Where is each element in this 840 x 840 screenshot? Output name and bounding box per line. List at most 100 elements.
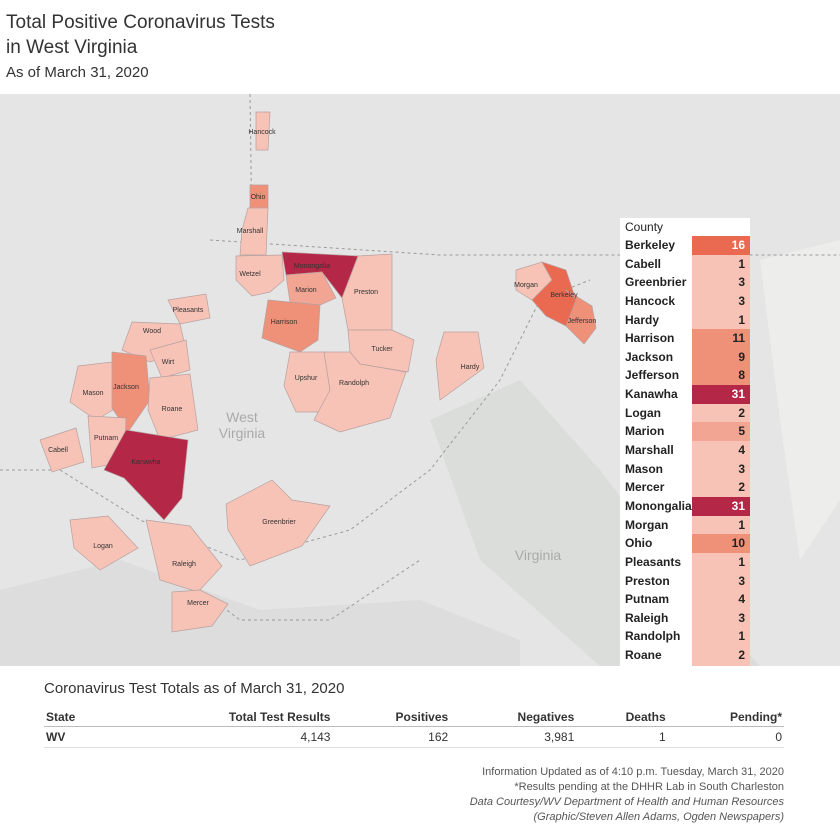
county-name: Tucker — [620, 665, 692, 666]
county-row: Jackson 9 — [620, 347, 750, 367]
county-name: Harrison — [625, 331, 675, 346]
county-berkeley[interactable] — [531, 261, 577, 327]
county-table-header: County — [625, 220, 664, 234]
county-row: Berkeley 16 — [620, 236, 750, 255]
label-ohio: Ohio — [251, 194, 266, 201]
cell-total: 4,143 — [113, 726, 333, 748]
county-name: Kanawha — [625, 387, 678, 402]
county-value: 3 — [692, 571, 750, 591]
footnote-updated: Information Updated as of 4:10 p.m. Tues… — [482, 766, 784, 778]
header-state: State — [44, 708, 114, 727]
county-row: Monongalia 31 — [620, 496, 750, 516]
label-harrison: Harrison — [271, 319, 298, 326]
header-positives: Positives — [332, 708, 451, 727]
county-logan[interactable] — [69, 515, 139, 571]
county-mercer[interactable] — [171, 589, 229, 633]
county-table-rows: Berkeley 16 Cabell 1 Greenbrier 3 Hancock 3 Hard… — [620, 236, 750, 666]
county-greenbrier[interactable] — [225, 479, 331, 567]
county-value: 3 — [692, 273, 750, 292]
county-name: Pleasants — [625, 554, 682, 569]
cell-positives: 162 — [332, 726, 451, 748]
header-total: Total Test Results — [113, 708, 333, 727]
county-raleigh[interactable] — [145, 519, 223, 593]
county-row: Mason 3 — [620, 459, 750, 479]
county-pleasants[interactable] — [167, 293, 211, 325]
county-row: Hancock 3 — [620, 291, 750, 311]
county-value: 5 — [692, 422, 750, 442]
county-jackson[interactable] — [111, 351, 151, 433]
county-value: 3 — [692, 459, 750, 479]
county-row: Putnam 4 — [620, 590, 750, 609]
county-value: 1 — [692, 515, 750, 535]
county-harrison[interactable] — [261, 299, 321, 353]
label-hardy: Hardy — [461, 364, 480, 371]
county-marion[interactable] — [285, 271, 337, 306]
county-name: Hancock — [625, 293, 676, 308]
state-label-west: West — [226, 409, 258, 425]
footnote-source: Data Courtesy/WV Department of Health an… — [469, 796, 784, 808]
county-hardy[interactable] — [435, 331, 485, 401]
county-randolph[interactable] — [313, 351, 407, 433]
county-value: 3 — [692, 291, 750, 311]
label-marion: Marion — [295, 287, 317, 294]
county-value: 31 — [692, 496, 750, 516]
cell-deaths: 1 — [576, 726, 668, 748]
label-randolph: Randolph — [339, 380, 369, 387]
county-value: 16 — [692, 236, 750, 255]
title-line-2: in West Virginia — [6, 37, 138, 58]
county-roane[interactable] — [147, 373, 199, 441]
county-row: Harrison 11 — [620, 329, 750, 348]
label-pleasants: Pleasants — [173, 307, 204, 314]
county-value: 2 — [692, 478, 750, 497]
county-row: Marion 5 — [620, 422, 750, 442]
county-value: 2 — [692, 664, 750, 666]
county-jefferson[interactable] — [565, 289, 597, 345]
label-morgan: Morgan — [514, 282, 538, 289]
county-mason[interactable] — [69, 361, 117, 421]
county-map[interactable]: Hancock Ohio Marshall Wetzel Monongalia … — [0, 94, 840, 666]
county-name: Cabell — [625, 256, 662, 271]
county-value: 2 — [692, 403, 750, 423]
county-value: 4 — [692, 590, 750, 609]
county-name: Ohio — [625, 536, 653, 551]
county-wetzel[interactable] — [235, 254, 285, 297]
totals-table: State Total Test Results Positives Negat… — [44, 708, 784, 748]
county-kanawha[interactable] — [103, 429, 189, 521]
label-kanawha: Kanawha — [131, 459, 160, 466]
cell-pending: 0 — [667, 726, 784, 748]
county-value: 11 — [692, 329, 750, 348]
county-value: 4 — [692, 441, 750, 460]
label-cabell: Cabell — [48, 447, 68, 454]
header-pending: Pending* — [667, 708, 784, 727]
county-name: Putnam — [625, 592, 670, 607]
county-hancock[interactable] — [255, 111, 271, 151]
header-negatives: Negatives — [450, 708, 577, 727]
county-row: Morgan 1 — [620, 515, 750, 535]
title-line-1: Total Positive Coronavirus Tests — [6, 12, 275, 33]
county-row: Pleasants 1 — [620, 552, 750, 572]
label-wood: Wood — [143, 328, 161, 335]
county-name: Raleigh — [625, 610, 669, 625]
label-tucker: Tucker — [371, 346, 393, 353]
county-row: Greenbrier 3 — [620, 273, 750, 292]
cell-negatives: 3,981 — [450, 726, 577, 748]
label-hancock: Hancock — [248, 129, 276, 136]
county-row: Ohio 10 — [620, 534, 750, 553]
county-marshall[interactable] — [239, 207, 269, 256]
label-preston: Preston — [354, 289, 378, 296]
county-monongalia[interactable] — [281, 251, 359, 299]
county-row: Logan 2 — [620, 403, 750, 423]
county-row: Marshall 4 — [620, 441, 750, 460]
county-row: Tucker2 — [620, 664, 750, 666]
county-cabell[interactable] — [39, 427, 85, 473]
county-value: 1 — [692, 310, 750, 330]
county-name: Mercer — [625, 480, 665, 495]
label-logan: Logan — [93, 543, 113, 550]
label-mason: Mason — [82, 390, 103, 397]
county-row: Jefferson 8 — [620, 366, 750, 386]
county-value: 8 — [692, 366, 750, 386]
county-value: 1 — [692, 254, 750, 274]
county-row: Roane 2 — [620, 646, 750, 665]
county-wirt[interactable] — [149, 339, 191, 379]
county-name: Mason — [625, 461, 664, 476]
